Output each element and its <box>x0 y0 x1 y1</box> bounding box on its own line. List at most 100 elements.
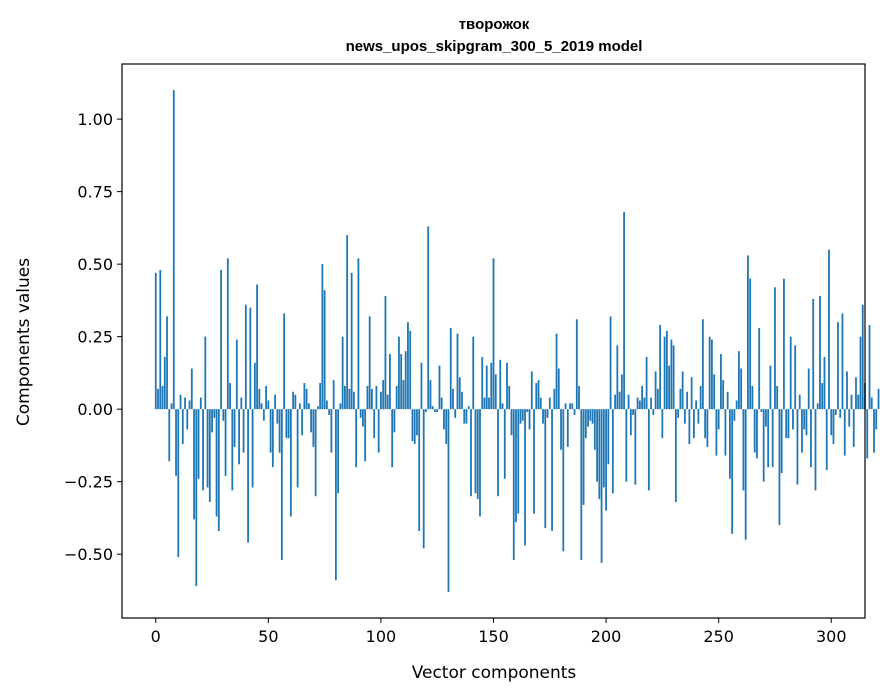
bar <box>431 406 434 410</box>
bar <box>521 409 524 421</box>
bar <box>722 380 725 410</box>
bar <box>679 388 682 410</box>
bar <box>636 397 639 410</box>
bar <box>548 397 551 410</box>
bar <box>688 409 691 444</box>
bar <box>686 391 689 410</box>
bar <box>659 325 662 410</box>
bar <box>643 397 646 410</box>
bar <box>339 403 342 410</box>
bar <box>526 409 529 413</box>
y-tick-label: 0.25 <box>77 328 113 347</box>
bar <box>305 388 308 410</box>
bar <box>508 385 511 410</box>
bar <box>515 409 517 523</box>
bar <box>607 409 610 465</box>
bar <box>605 409 607 511</box>
bar <box>729 409 731 479</box>
bar <box>819 296 821 410</box>
bar-series <box>154 90 880 592</box>
bar <box>350 272 353 410</box>
bar <box>202 409 204 491</box>
bar <box>172 90 175 410</box>
bar <box>353 391 355 410</box>
bar <box>154 272 157 410</box>
bar <box>389 354 391 410</box>
bar <box>235 339 238 410</box>
bar <box>168 409 171 462</box>
bar <box>834 409 837 415</box>
bar <box>695 400 698 410</box>
bar <box>753 409 756 453</box>
bar <box>398 336 400 410</box>
bar <box>569 403 571 410</box>
bar <box>751 385 754 410</box>
bar <box>440 397 443 410</box>
bar <box>242 409 245 453</box>
bar <box>456 333 459 410</box>
bar <box>409 330 412 410</box>
bar <box>778 409 781 526</box>
bar <box>312 409 315 447</box>
bar <box>735 400 738 410</box>
bar <box>238 409 240 465</box>
bar <box>783 278 785 410</box>
bar <box>422 409 425 549</box>
bar <box>627 394 630 410</box>
bar <box>618 391 621 410</box>
x-tick-label: 150 <box>478 627 509 646</box>
bar <box>562 409 565 552</box>
bar <box>825 409 828 471</box>
bar <box>616 345 619 410</box>
bar <box>843 409 846 456</box>
bar <box>805 409 808 436</box>
bar <box>485 365 488 410</box>
bar <box>377 409 380 453</box>
y-axis: −0.50 −0.25 0.00 0.25 0.50 0.75 1.00 <box>64 110 122 564</box>
y-tick-label: −0.50 <box>64 545 113 564</box>
bar <box>672 345 675 410</box>
bar <box>418 409 421 531</box>
bar <box>362 409 364 427</box>
y-tick-label: −0.25 <box>64 473 113 492</box>
bar <box>280 409 283 560</box>
bar <box>701 319 704 410</box>
bar <box>683 409 686 424</box>
bar <box>877 388 880 410</box>
x-tick-label: 50 <box>258 627 278 646</box>
bar <box>497 409 499 497</box>
bar <box>742 409 745 491</box>
bar <box>321 264 324 410</box>
bar <box>215 409 218 517</box>
bar <box>857 394 860 410</box>
bar <box>544 409 547 529</box>
bar <box>596 409 598 482</box>
bar <box>276 409 279 424</box>
bar <box>650 397 653 410</box>
bar <box>724 409 727 456</box>
bar <box>645 356 648 410</box>
bar <box>533 409 535 514</box>
bar <box>875 409 878 430</box>
bar <box>530 371 533 410</box>
bar <box>436 409 439 413</box>
x-axis-label: Vector components <box>412 663 577 683</box>
bar <box>359 409 362 418</box>
bar <box>717 409 720 430</box>
bar <box>488 397 490 410</box>
bar <box>501 403 504 410</box>
bar <box>665 330 668 410</box>
x-tick-label: 0 <box>151 627 161 646</box>
bar <box>692 409 695 439</box>
bar <box>364 409 367 462</box>
bar <box>283 313 286 410</box>
x-tick-label: 250 <box>703 627 734 646</box>
bar <box>269 409 272 453</box>
bar <box>812 298 815 410</box>
bar <box>859 336 862 410</box>
bar <box>870 397 873 410</box>
bar <box>384 296 387 410</box>
bar <box>474 409 477 494</box>
chart-subtitle: news_upos_skipgram_300_5_2019 model <box>346 38 643 55</box>
bar <box>821 383 824 410</box>
